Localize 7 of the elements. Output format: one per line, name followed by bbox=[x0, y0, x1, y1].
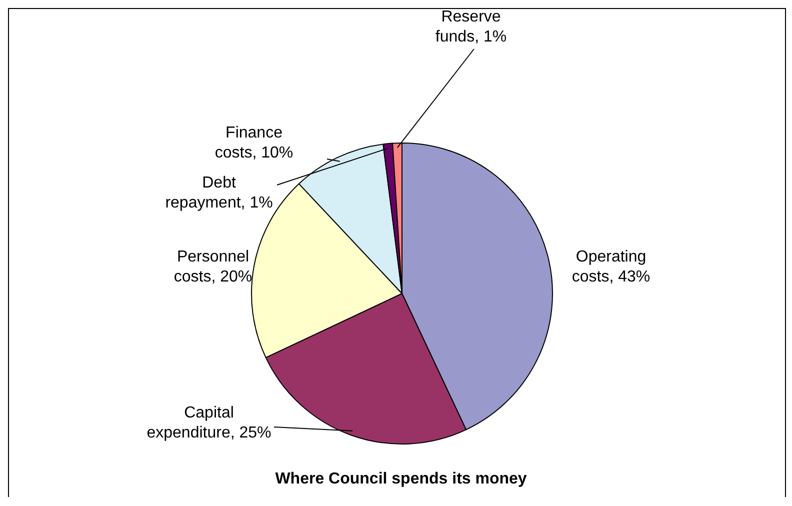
slice-label: Reserve funds, 1% bbox=[435, 8, 507, 46]
slice-label: Personnel costs, 20% bbox=[174, 248, 252, 286]
slice-label: Capital expenditure, 25% bbox=[146, 404, 272, 442]
text: Where Council spends its money bbox=[275, 470, 527, 488]
slice-label: Debt repayment, 1% bbox=[165, 174, 273, 212]
slice-label: Finance costs, 10% bbox=[214, 124, 294, 162]
slice-label: Operating costs, 43% bbox=[572, 248, 650, 286]
